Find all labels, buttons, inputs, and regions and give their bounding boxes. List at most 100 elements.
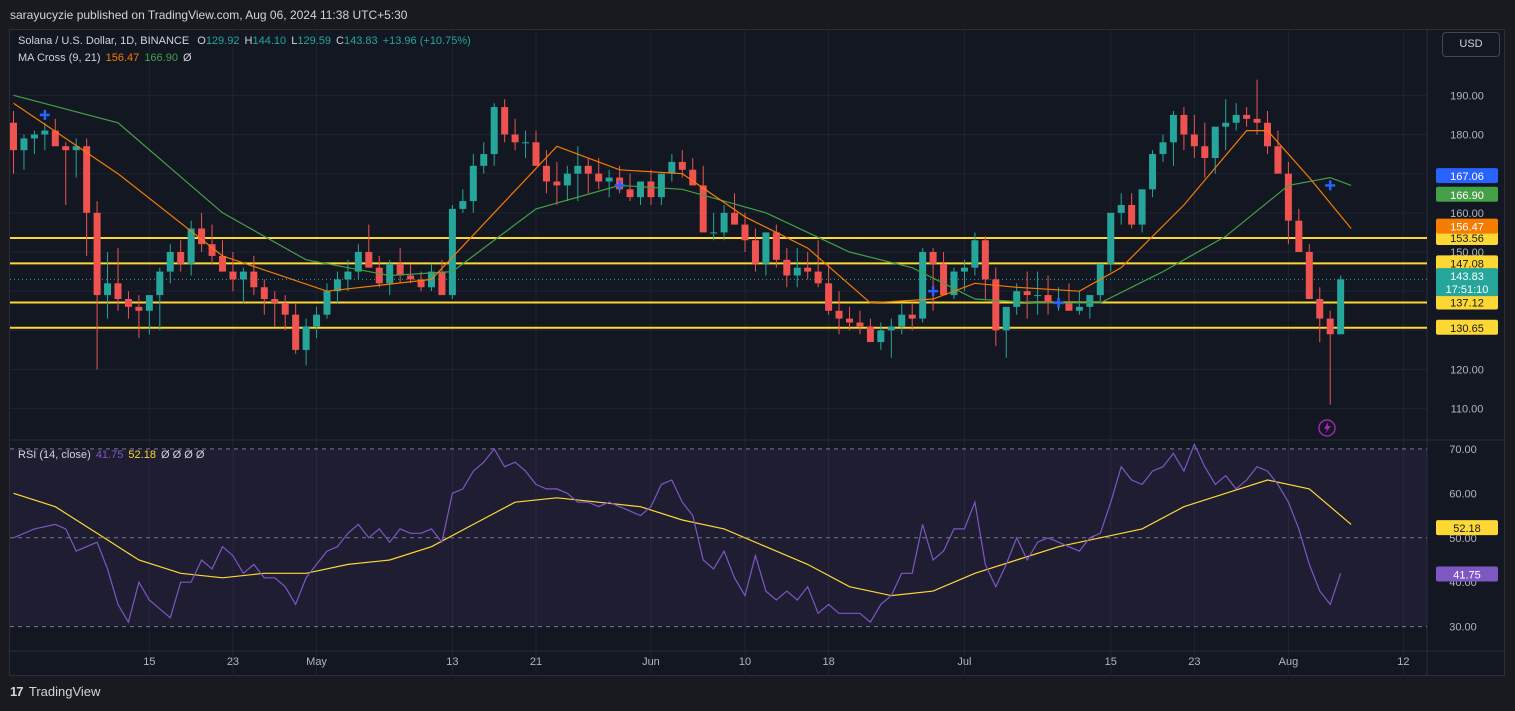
candle-body [1149,154,1157,190]
candle-body [553,181,561,186]
candle-body [1190,134,1198,147]
ma-legend: MA Cross (9, 21) 156.47 166.90 Ø [18,52,194,64]
candle-body [689,169,697,186]
candle-body [501,107,509,135]
candle-body [1284,173,1292,221]
close-label: C [336,35,344,47]
candle-body [448,208,456,296]
candle-body [375,267,383,284]
candle-body [260,287,268,299]
candle-body [1013,291,1021,307]
level-price-label: 137.12 [1450,297,1484,309]
candle-body [511,134,519,143]
candle-body [720,212,728,233]
candle-body [490,107,498,155]
candle-body [825,283,833,311]
candle-body [30,134,38,139]
candle-body [1253,118,1261,123]
candle-body [124,299,132,307]
candle-body [637,181,644,198]
candle-body [1264,122,1271,147]
last-price-label: 143.83 [1450,271,1484,283]
candle-body [292,314,300,350]
candle-body [1065,302,1073,311]
candle-body [438,271,446,296]
candle-body [1086,295,1094,307]
candle-body [1138,189,1146,225]
candle-body [710,232,718,234]
candle-body [344,271,352,280]
price-tick-label: 110.00 [1451,404,1484,416]
open-value: 129.92 [205,35,240,47]
candle-body [323,291,331,315]
time-tick-label: 13 [446,656,458,668]
rsi-tick-label: 30.00 [1449,622,1477,634]
candle-body [908,314,916,319]
candle-body [1316,299,1324,319]
candle-body [584,165,592,174]
candle-body [1201,146,1209,158]
rsi-line [13,442,1342,624]
candle-body [532,142,540,166]
candle-body [751,240,759,264]
ma-cross-price-label: 167.06 [1450,171,1484,183]
candle-body [166,252,174,272]
candle-body [1159,142,1167,155]
candle-body [1295,220,1303,252]
rsi-ma-value-label-bg [1436,520,1498,536]
close-value: 143.83 [344,35,378,47]
candle-body [626,189,634,198]
last-price-label-countdown: 17:51:10 [1446,284,1489,296]
candle-body [250,271,258,288]
candle-body [469,165,477,202]
candle-body [595,173,603,182]
candle-body [177,252,185,264]
candle-body [981,240,989,280]
time-tick-label: Jul [957,656,971,668]
symbol-legend: Solana / U.S. Dollar, 1D, BINANCE O129.9… [18,35,473,47]
candle-body [1107,212,1115,264]
rsi-tick-label: 60.00 [1449,488,1477,500]
candle-body [1128,205,1136,225]
candle-body [1023,291,1031,296]
currency-button[interactable]: USD [1442,32,1500,57]
open-label: O [197,35,206,47]
slow-ma-price-label-bg [1436,186,1498,202]
candle-body [62,146,70,151]
candle-body [940,263,948,296]
rsi-tick-label: 50.00 [1449,533,1477,545]
symbol-title[interactable]: Solana / U.S. Dollar, 1D, BINANCE [18,35,190,47]
price-tick-label: 190.00 [1450,90,1484,102]
rsi-value: 41.75 [95,449,124,461]
candle-body [762,232,770,264]
time-tick-label: 12 [1397,656,1409,668]
candle-body [522,142,530,144]
candle-body [835,310,843,319]
time-tick-label: 21 [530,656,542,668]
rsi-band-fill [10,448,1427,627]
time-tick-label: May [306,656,327,668]
candle-body [699,185,707,233]
candle-body [856,322,864,327]
candle-body [41,130,49,135]
level-price-label-bg [1436,294,1498,310]
candle-body [919,252,927,319]
time-tick-label: 15 [143,656,155,668]
ma-indicator-name[interactable]: MA Cross (9, 21) [18,52,101,64]
candle-body [950,271,958,296]
fast-ma-line [13,102,1352,304]
tradingview-logo-icon: 17 [10,684,24,699]
candle-body [302,326,310,350]
rsi-indicator-name[interactable]: RSI (14, close) [18,449,91,461]
candle-body [51,130,59,147]
publisher-info: sarayucyzie published on TradingView.com… [10,8,408,22]
candle-body [877,330,885,343]
candle-body [1034,295,1042,297]
event-lightning-icon [1318,419,1336,437]
candle-body [1326,318,1334,335]
time-tick-label: Aug [1279,656,1299,668]
candle-body [83,146,91,213]
candle-body [1337,279,1345,335]
candle-body [563,173,571,186]
